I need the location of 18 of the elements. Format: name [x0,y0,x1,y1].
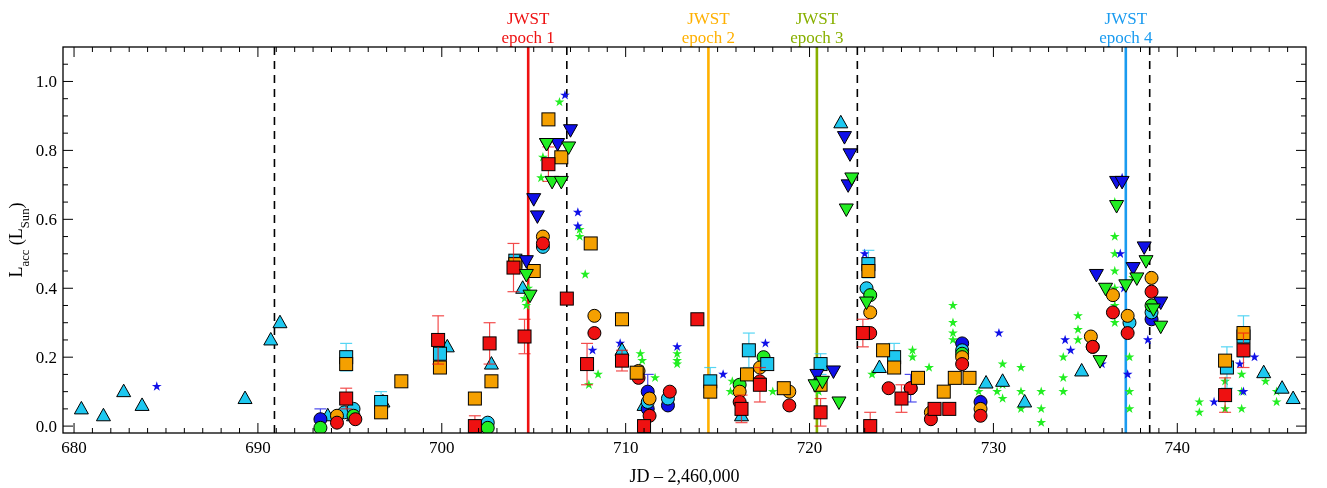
y-tick-label: 0.6 [35,210,57,230]
x-axis-title: JD – 2,460,000 [629,466,740,486]
x-tick-label: 700 [429,438,455,457]
ref-line-label: JWST epoch 3 [790,9,844,47]
y-tick-label: 0.2 [35,348,57,368]
ref-line-label: JWST epoch 4 [1099,9,1153,47]
y-tick-label: 0.4 [35,279,58,299]
x-tick-label: 740 [1164,438,1191,457]
y-tick-label: 0.8 [35,141,57,161]
x-tick-label: 720 [796,438,823,457]
ref-line-label: JWST epoch 1 [501,9,555,47]
x-tick-label: 710 [612,438,639,457]
x-tick-label: 730 [980,438,1007,457]
y-tick-label: 0.0 [35,417,57,437]
y-tick-label: 1.0 [35,72,57,92]
x-tick-label: 690 [245,438,271,457]
ref-line-label: JWST epoch 2 [681,9,736,47]
x-tick-label: 680 [61,438,87,457]
